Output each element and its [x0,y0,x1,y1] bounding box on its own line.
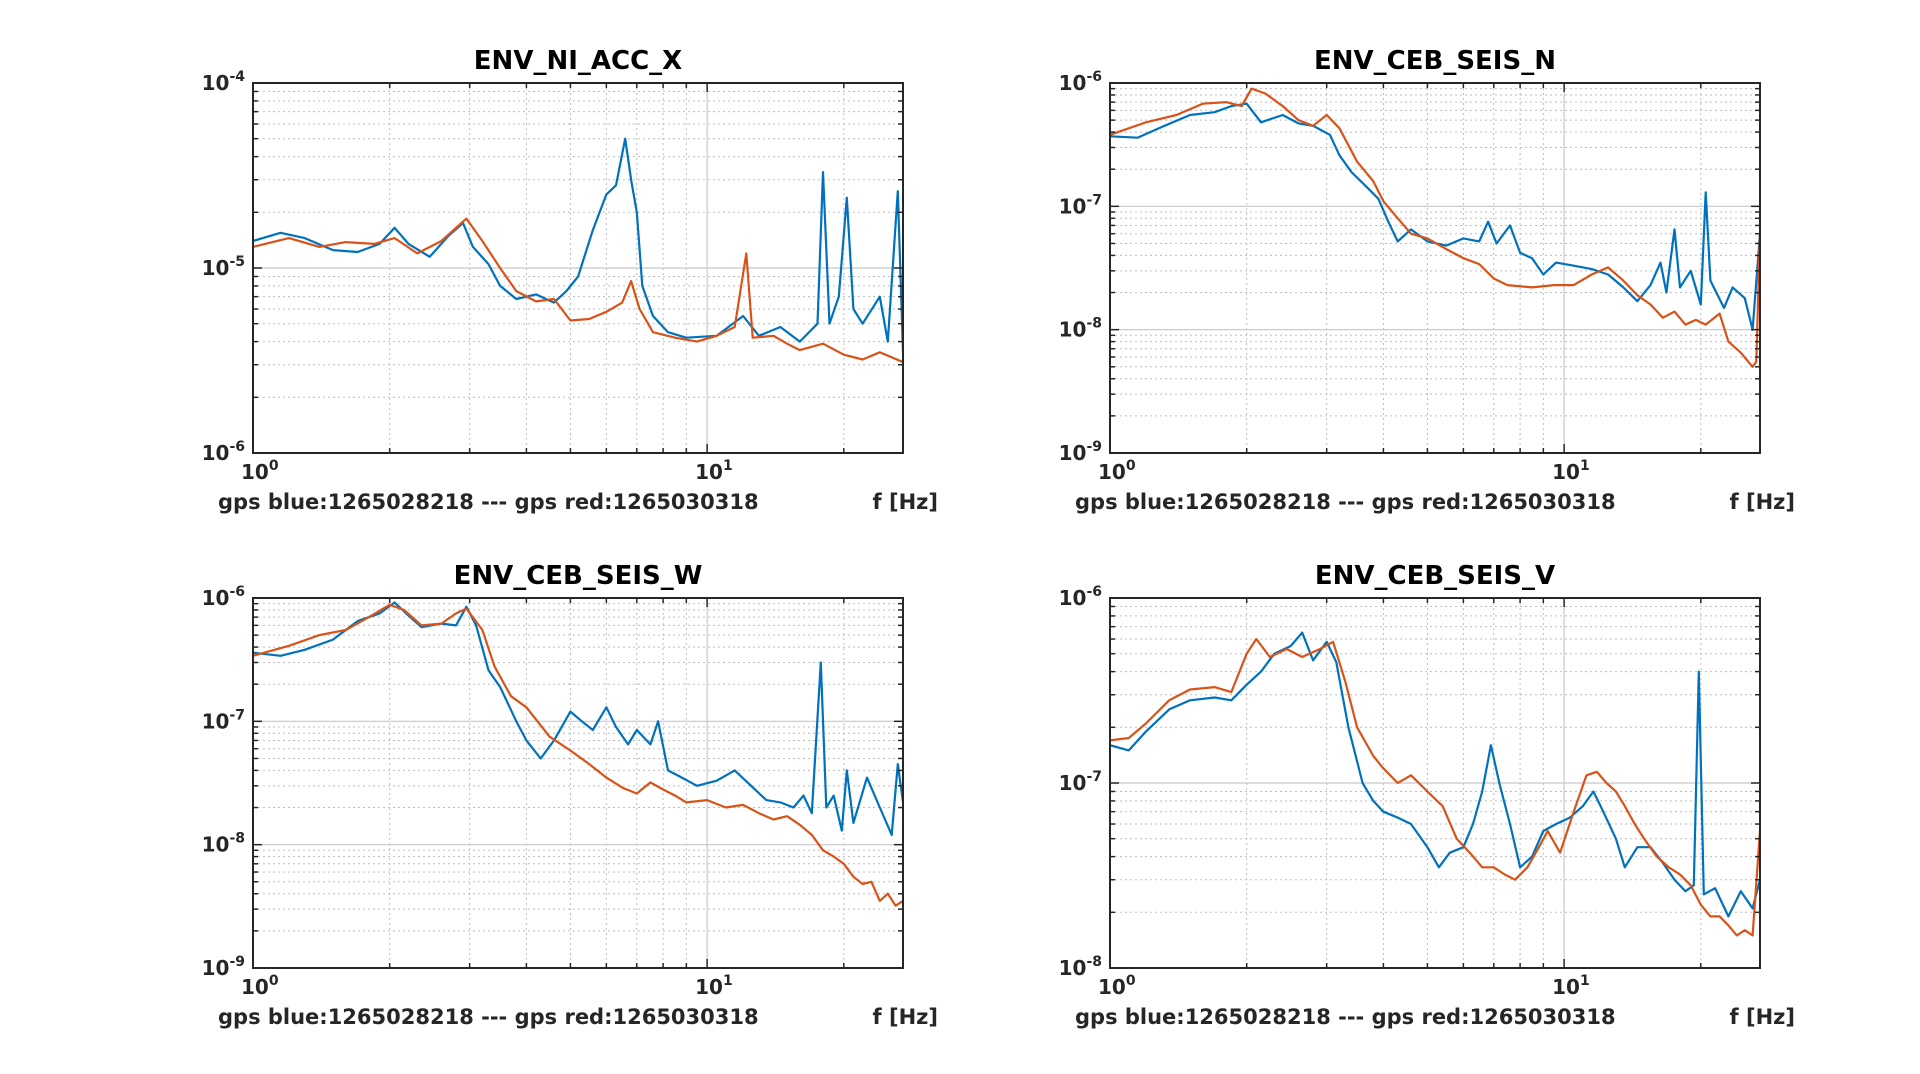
chart-panel-4: ENV_CEB_SEIS_V 100 101 10-8 10-7 10-6 gps blue… [1059,561,1795,1029]
series-line-blue [1110,102,1760,331]
plot-area [1110,83,1760,453]
series-line-blue [1110,631,1760,918]
x-tick-label: 100 [1098,458,1136,484]
x-tick-label: 101 [1552,458,1590,484]
y-tick-label: 10-9 [1059,439,1102,465]
plot-area [253,598,903,968]
y-tick-label: 10-8 [1059,954,1102,980]
axes-box [252,597,904,969]
x-axis-unit-label: f [Hz] [1730,1005,1795,1029]
x-tick-label: 100 [1098,973,1136,999]
y-tick-label: 10-4 [202,69,246,95]
y-tick-label: 10-8 [1059,316,1102,342]
series-line-blue [253,601,903,836]
series-line-red [1110,637,1760,937]
series-line-red [253,603,903,907]
axes-box [252,82,904,454]
series-line-red [253,217,903,364]
y-tick-label: 10-7 [202,707,245,733]
chart-panel-2: ENV_CEB_SEIS_N 100 101 10-9 10-8 10-7 10-6 gps … [1059,46,1795,514]
x-tick-label: 101 [1552,973,1590,999]
x-axis-gps-label: gps blue:1265028218 --- gps red:12650303… [1075,1005,1616,1029]
y-tick-label: 10-6 [1059,69,1102,95]
x-tick-label: 101 [695,973,733,999]
series-line-blue [253,137,903,353]
x-axis-unit-label: f [Hz] [1730,490,1795,514]
series-line-red [1110,87,1760,368]
chart-title: ENV_CEB_SEIS_N [1314,46,1556,76]
x-axis-unit-label: f [Hz] [873,490,938,514]
axes-box [1109,597,1761,969]
axes-box [1109,82,1761,454]
chart-panel-3: ENV_CEB_SEIS_W 100 101 10-9 10-8 10-7 10-6 gps … [202,561,938,1029]
x-tick-label: 100 [241,458,279,484]
y-tick-label: 10-7 [1059,192,1102,218]
grid [252,597,903,969]
x-axis-gps-label: gps blue:1265028218 --- gps red:12650303… [218,490,759,514]
x-tick-label: 101 [695,458,733,484]
chart-title: ENV_CEB_SEIS_V [1315,561,1555,591]
y-tick-label: 10-9 [202,954,245,980]
x-axis-gps-label: gps blue:1265028218 --- gps red:12650303… [1075,490,1616,514]
chart-title: ENV_CEB_SEIS_W [454,561,703,591]
y-tick-label: 10-7 [1059,769,1102,795]
x-axis-gps-label: gps blue:1265028218 --- gps red:12650303… [218,1005,759,1029]
y-tick-label: 10-6 [202,439,245,465]
y-tick-label: 10-6 [202,584,245,610]
chart-title: ENV_NI_ACC_X [474,46,682,76]
y-tick-label: 10-6 [1059,584,1102,610]
x-tick-label: 100 [241,973,279,999]
chart-panel-1: ENV_NI_ACC_X 100 101 10-6 10-5 10-4 gps blue:1… [202,46,938,514]
y-tick-label: 10-5 [202,254,245,280]
y-tick-label: 10-8 [202,831,245,857]
x-axis-unit-label: f [Hz] [873,1005,938,1029]
